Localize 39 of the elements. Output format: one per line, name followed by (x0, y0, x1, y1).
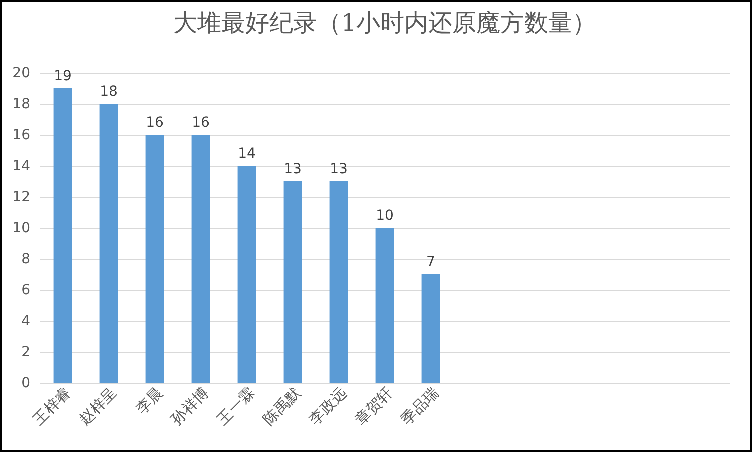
bar (284, 182, 302, 383)
y-tick-label: 4 (22, 314, 31, 330)
x-tick-label: 王一霖 (214, 384, 258, 429)
bar (238, 166, 256, 383)
x-tick-label: 王梓睿 (30, 384, 74, 429)
data-label: 13 (284, 162, 302, 178)
bar (146, 135, 164, 383)
data-label: 19 (54, 68, 72, 84)
y-tick-label: 10 (12, 220, 30, 236)
data-label: 10 (376, 208, 394, 224)
bar (100, 104, 118, 383)
data-label: 16 (146, 115, 164, 131)
y-tick-label: 20 (12, 66, 30, 82)
chart-title: 大堆最好纪录（1小时内还原魔方数量） (173, 9, 597, 37)
y-tick-label: 0 (22, 376, 30, 392)
y-tick-label: 8 (22, 252, 30, 268)
x-tick-label: 季品瑞 (398, 384, 442, 429)
x-tick-label: 章贺轩 (352, 384, 396, 429)
bar (422, 274, 440, 383)
y-tick-label: 12 (12, 190, 30, 206)
bar (192, 135, 210, 383)
data-label: 18 (100, 84, 118, 100)
x-tick-label: 孙祥博 (168, 384, 212, 429)
bar (54, 88, 72, 383)
data-label: 14 (238, 146, 256, 162)
bar (376, 228, 394, 383)
y-tick-label: 16 (12, 128, 31, 144)
y-tick-label: 14 (12, 158, 31, 174)
bar (330, 182, 348, 383)
y-tick-label: 6 (22, 282, 31, 298)
y-tick-label: 18 (12, 96, 30, 112)
y-tick-label: 2 (22, 344, 30, 360)
data-label: 7 (426, 254, 436, 270)
x-tick-label: 陈禹默 (260, 384, 304, 429)
data-label: 13 (330, 162, 348, 178)
x-tick-label: 李政远 (306, 384, 350, 429)
x-tick-label: 李晨 (132, 384, 166, 418)
data-label: 16 (192, 115, 210, 131)
x-tick-label: 赵梓呈 (76, 384, 120, 429)
